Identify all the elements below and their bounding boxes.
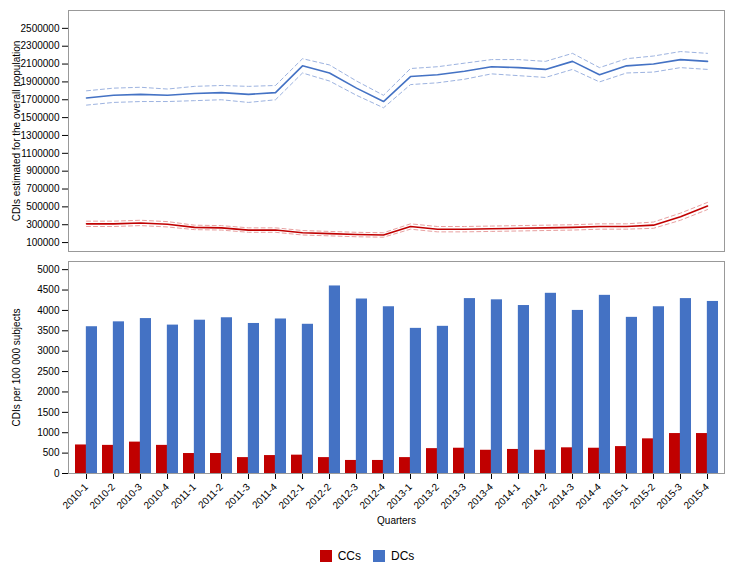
svg-text:500000: 500000 [26, 201, 60, 212]
svg-text:2013-4: 2013-4 [465, 481, 495, 511]
svg-text:2012-2: 2012-2 [303, 481, 333, 511]
svg-text:900000: 900000 [26, 165, 60, 176]
svg-text:100000: 100000 [26, 237, 60, 248]
html-text:CCs: CCs [337, 548, 361, 563]
svg-text:4000: 4000 [37, 305, 60, 316]
svg-text:2100000: 2100000 [21, 58, 60, 69]
svg-text:2013-1: 2013-1 [384, 481, 414, 511]
svg-text:500: 500 [43, 447, 60, 458]
svg-text:2500000: 2500000 [21, 23, 60, 34]
svg-text:1700000: 1700000 [21, 94, 60, 105]
svg-text:300000: 300000 [26, 219, 60, 230]
svg-text:CDIs estimated for the overall: CDIs estimated for the overall populatio… [11, 41, 22, 222]
svg-text:700000: 700000 [26, 183, 60, 194]
svg-text:0: 0 [54, 468, 60, 479]
svg-text:5000: 5000 [37, 264, 60, 275]
svg-text:2300000: 2300000 [21, 40, 60, 51]
svg-text:1500000: 1500000 [21, 112, 60, 123]
svg-text:2012-4: 2012-4 [357, 481, 387, 511]
svg-text:2011-3: 2011-3 [223, 481, 253, 511]
svg-text:2000: 2000 [37, 386, 60, 397]
svg-text:2015-4: 2015-4 [681, 481, 711, 511]
svg-text:2010-1: 2010-1 [60, 481, 90, 511]
svg-text:2013-3: 2013-3 [438, 481, 468, 511]
svg-text:4500: 4500 [37, 284, 60, 295]
svg-text:2011-1: 2011-1 [169, 481, 199, 511]
svg-text:2010-4: 2010-4 [141, 481, 171, 511]
svg-text:1500: 1500 [37, 407, 60, 418]
svg-text:CDIs per 100 000 subjects: CDIs per 100 000 subjects [11, 309, 22, 427]
svg-text:1300000: 1300000 [21, 130, 60, 141]
svg-text:2014-2: 2014-2 [519, 481, 549, 511]
svg-text:2010-2: 2010-2 [87, 481, 117, 511]
html-text:DCs: DCs [391, 548, 415, 563]
svg-text:2500: 2500 [37, 366, 60, 377]
svg-text:2014-1: 2014-1 [492, 481, 522, 511]
svg-text:2015-1: 2015-1 [600, 481, 630, 511]
svg-text:1000: 1000 [37, 427, 60, 438]
svg-text:1100000: 1100000 [21, 148, 60, 159]
svg-text:Quarters: Quarters [377, 515, 416, 526]
svg-text:2012-3: 2012-3 [330, 481, 360, 511]
svg-text:2012-1: 2012-1 [276, 481, 306, 511]
svg-text:2015-3: 2015-3 [654, 481, 684, 511]
svg-text:2011-4: 2011-4 [250, 481, 280, 511]
svg-text:2013-2: 2013-2 [411, 481, 441, 511]
svg-text:2011-2: 2011-2 [196, 481, 226, 511]
svg-text:1900000: 1900000 [21, 76, 60, 87]
svg-text:2014-4: 2014-4 [573, 481, 603, 511]
svg-text:2015-2: 2015-2 [627, 481, 657, 511]
svg-text:2014-3: 2014-3 [546, 481, 576, 511]
svg-text:3000: 3000 [37, 345, 60, 356]
svg-text:3500: 3500 [37, 325, 60, 336]
svg-text:2010-3: 2010-3 [114, 481, 144, 511]
